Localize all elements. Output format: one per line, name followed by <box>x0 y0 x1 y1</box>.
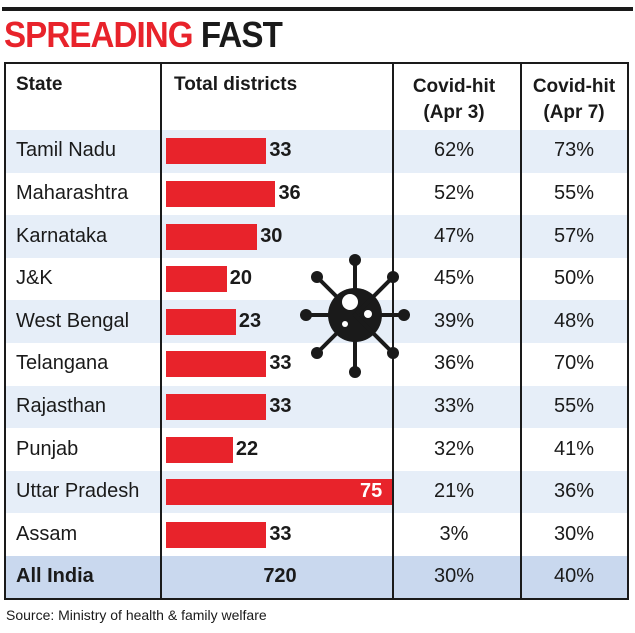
district-bar <box>166 138 267 165</box>
state-name: Uttar Pradesh <box>16 480 140 503</box>
covid-hit-apr7: 55% <box>553 394 595 417</box>
covid-hit-apr3: 47% <box>433 224 475 247</box>
district-count: 33 <box>269 394 292 417</box>
district-bar <box>166 479 394 506</box>
state-name: Rajasthan <box>16 394 107 417</box>
header-apr3-line2: (Apr 3) <box>423 102 485 123</box>
row-shade <box>6 300 627 343</box>
district-bar <box>166 521 267 548</box>
covid-hit-apr7: 48% <box>553 309 595 332</box>
row-shade <box>6 215 627 258</box>
footer-shade <box>6 556 627 598</box>
district-bar <box>166 308 236 335</box>
covid-hit-apr7: 70% <box>553 352 595 375</box>
district-count: 30 <box>260 224 283 247</box>
row-shade <box>6 385 627 429</box>
state-name: Punjab <box>16 437 79 460</box>
state-name: Assam <box>16 522 78 545</box>
footer-apr3: 30% <box>433 565 475 587</box>
covid-hit-apr3: 36% <box>433 352 475 375</box>
source-note: Source: Ministry of health & family welf… <box>6 607 267 623</box>
district-bar <box>166 266 227 293</box>
state-name: Tamil Nadu <box>16 139 117 162</box>
covid-hit-apr3: 33% <box>433 394 475 417</box>
district-count: 33 <box>269 522 292 545</box>
header-apr7: Covid-hit (Apr 7) <box>521 74 627 126</box>
district-bar <box>166 223 258 250</box>
header-apr7-line2: (Apr 7) <box>543 102 605 123</box>
header-total-districts: Total districts <box>174 74 298 95</box>
footer-apr7: 40% <box>553 565 595 587</box>
district-bar <box>166 180 276 207</box>
covid-hit-apr3: 39% <box>433 309 475 332</box>
covid-hit-apr7: 73% <box>553 139 595 162</box>
coronavirus-icon <box>300 254 410 378</box>
covid-hit-apr3: 45% <box>433 267 475 290</box>
district-count: 22 <box>235 437 259 460</box>
covid-hit-apr7: 55% <box>553 181 595 204</box>
state-name: Telangana <box>16 352 109 375</box>
district-count: 33 <box>269 139 292 162</box>
state-name: J&K <box>16 267 53 290</box>
covid-hit-apr7: 41% <box>553 437 595 460</box>
state-name: Maharashtra <box>16 181 129 204</box>
covid-hit-apr3: 52% <box>433 181 475 204</box>
state-name: Karnataka <box>16 224 108 247</box>
district-bar <box>166 351 267 378</box>
title-rule <box>2 7 633 11</box>
footer-state: All India <box>16 565 94 587</box>
district-bar <box>166 436 233 463</box>
state-name: West Bengal <box>16 309 130 332</box>
covid-hit-apr3: 3% <box>439 522 469 545</box>
district-bar <box>166 393 267 420</box>
header-apr7-line1: Covid-hit <box>532 76 616 97</box>
title-part-red: SPREADING <box>4 14 194 55</box>
district-count: 75 <box>360 480 383 503</box>
covid-hit-apr7: 57% <box>553 224 595 247</box>
column-divider <box>392 64 394 598</box>
covid-hit-apr7: 30% <box>553 522 595 545</box>
district-count: 33 <box>269 352 292 375</box>
header-apr3: Covid-hit (Apr 3) <box>394 74 514 126</box>
footer-total: 720 <box>263 565 297 587</box>
header-state: State <box>16 74 63 95</box>
covid-hit-apr3: 32% <box>433 437 475 460</box>
covid-hit-apr7: 36% <box>553 480 595 503</box>
covid-hit-apr7: 50% <box>553 267 595 290</box>
district-count: 23 <box>238 309 262 332</box>
covid-hit-apr3: 62% <box>433 139 475 162</box>
title-part-black: FAST <box>200 14 283 55</box>
districts-table: State Total districts Covid-hit (Apr 3) … <box>4 62 629 600</box>
district-count: 36 <box>278 181 301 204</box>
column-divider <box>160 64 162 598</box>
district-count: 20 <box>229 267 253 290</box>
column-divider <box>520 64 522 598</box>
row-shade <box>6 130 627 173</box>
covid-hit-apr3: 21% <box>433 480 475 503</box>
header-apr3-line1: Covid-hit <box>412 76 496 97</box>
chart-title: SPREADING FAST <box>4 13 283 57</box>
